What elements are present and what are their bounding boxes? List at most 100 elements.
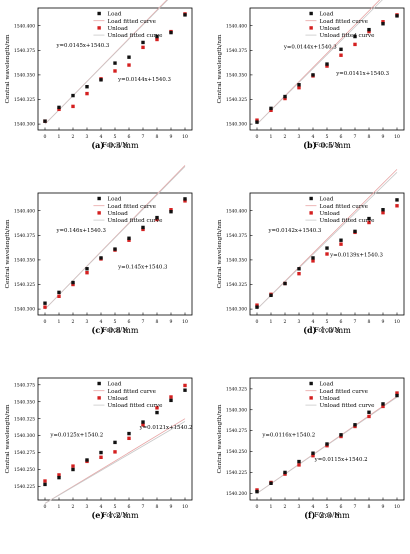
x-tick-label: 0	[44, 134, 47, 140]
legend-entry: Load	[319, 12, 333, 18]
unload-point	[57, 294, 61, 299]
panel-caption: (c) 0.8 mm	[92, 325, 139, 335]
unload-fitted-curve	[256, 172, 398, 310]
load-point	[311, 451, 315, 455]
chart-panel-d: 0 1 2 3 4 5 6 7 8 9 10 1540.300 1540.325 1540.350 1540…	[217, 169, 405, 335]
legend-entry: Load	[319, 197, 333, 203]
x-tick-label: 9	[170, 319, 173, 325]
y-axis-label: Central wavelength/nm	[217, 219, 223, 288]
unload-point	[57, 473, 61, 477]
load-point	[283, 281, 287, 286]
y-tick-label: 1540.300	[226, 123, 247, 128]
load-point	[169, 209, 173, 214]
legend-entry: Unload fitted curve	[107, 33, 163, 39]
unload-fitted-curve	[44, 421, 186, 504]
panel-caption-value: 1.0 mm	[320, 326, 351, 335]
x-tick-label: 1	[270, 319, 273, 325]
y-tick-label: 1540.350	[14, 259, 35, 264]
panel-caption: (a) 0.3 mm	[91, 140, 139, 150]
y-tick-label: 1540.400	[226, 209, 247, 214]
x-tick-label: 10	[394, 504, 400, 510]
x-tick-label: 8	[368, 504, 371, 510]
load-point	[43, 301, 47, 305]
legend-entry: Load fitted curve	[319, 389, 368, 395]
load-point	[57, 105, 61, 110]
x-tick-label: 4	[312, 134, 315, 140]
unload-fitted-curve	[44, 0, 169, 125]
x-tick-label: 8	[368, 319, 371, 325]
panel-caption-value: 0.8 mm	[108, 326, 139, 335]
x-tick-label: 9	[382, 319, 385, 325]
unload-point	[141, 45, 145, 50]
x-tick-label: 6	[128, 134, 131, 140]
x-tick-label: 2	[72, 134, 75, 140]
x-tick-label: 6	[340, 134, 343, 140]
load-point	[169, 30, 173, 35]
x-tick-label: 10	[182, 319, 188, 325]
legend-entry: Load	[107, 197, 121, 203]
load-point	[113, 247, 117, 251]
unload-point	[381, 404, 385, 409]
x-tick-label: 0	[256, 319, 259, 325]
unload-point	[339, 53, 343, 57]
legend-entry: Load fitted curve	[319, 19, 368, 25]
unload-point	[269, 108, 273, 113]
load-point	[255, 305, 259, 309]
load-point	[43, 482, 47, 487]
load-fit-equation: y=0.0144x+1540.3	[283, 44, 337, 50]
unload-point	[255, 118, 259, 122]
load-point	[57, 290, 61, 295]
y-tick-label: 1540.325	[14, 283, 35, 288]
y-tick-label: 1540.300	[226, 408, 247, 413]
x-tick-label: 6	[128, 504, 131, 510]
chart-panel-a: 0 1 2 3 4 5 6 7 8 9 10 1540.300 1540.325 1540.350 1540…	[5, 0, 193, 150]
legend-marker	[97, 381, 101, 386]
unload-point	[395, 204, 399, 208]
x-tick-label: 7	[142, 504, 145, 510]
unload-point	[71, 464, 75, 468]
load-point	[325, 62, 329, 66]
x-tick-label: 0	[44, 319, 47, 325]
legend-marker	[97, 11, 101, 16]
unload-point	[297, 271, 301, 276]
panel-caption: (e) 1.2 mm	[91, 510, 139, 520]
unload-fit-equation: y=0.0139x+1540.3	[329, 252, 383, 258]
legend-entry: Load fitted curve	[107, 204, 156, 210]
load-point	[155, 34, 159, 39]
load-point	[99, 78, 103, 82]
panel-caption-label: (e)	[91, 510, 104, 520]
unload-fitted-curve	[256, 0, 383, 125]
x-tick-label: 3	[298, 134, 301, 140]
panel-caption-label: (a)	[91, 140, 104, 150]
y-tick-label: 1540.300	[14, 308, 35, 313]
load-point	[367, 27, 371, 32]
load-point	[339, 433, 343, 437]
x-tick-label: 5	[114, 504, 117, 510]
chart-panel-b: 0 1 2 3 4 5 6 7 8 9 10 1540.300 1540.325 1540.350 1540…	[217, 0, 405, 150]
load-point	[141, 225, 145, 230]
load-point	[183, 388, 187, 392]
load-point	[85, 267, 89, 271]
x-tick-label: 0	[256, 134, 259, 140]
panel-caption-label: (f)	[304, 510, 315, 520]
y-tick-label: 1540.250	[14, 468, 35, 473]
legend-marker	[309, 26, 313, 30]
x-tick-label: 7	[142, 134, 145, 140]
load-point	[127, 55, 131, 59]
load-point	[113, 61, 117, 65]
load-point	[311, 73, 315, 77]
load-point	[395, 198, 399, 202]
unload-point	[169, 208, 173, 212]
panel-caption-value: 2.0 mm	[319, 511, 350, 520]
x-tick-label: 2	[72, 319, 75, 325]
load-point	[395, 393, 399, 398]
y-tick-label: 1540.375	[226, 234, 247, 239]
legend-entry: Unload fitted curve	[107, 218, 163, 224]
x-tick-label: 7	[354, 134, 357, 140]
x-axis-label: Force/N	[102, 142, 128, 149]
x-tick-label: 1	[58, 504, 61, 510]
unload-point	[255, 303, 259, 307]
x-tick-label: 3	[86, 504, 89, 510]
legend-marker	[97, 211, 101, 215]
